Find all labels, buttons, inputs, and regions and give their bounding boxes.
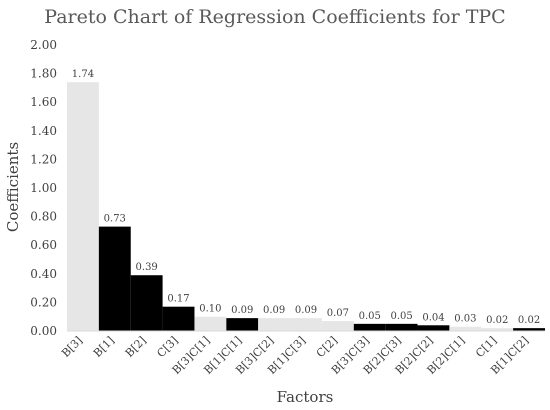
y-tick-label: 2.00 [30,38,57,52]
bar [226,318,259,331]
y-tick-label: 1.20 [30,152,57,166]
y-tick-label: 0.80 [30,210,57,224]
data-label: 0.09 [295,305,317,316]
y-tick-label: 1.00 [30,181,57,195]
x-tick-label: C[2] [314,334,340,360]
y-axis-label: Coefficients [4,142,22,232]
chart-title: Pareto Chart of Regression Coefficients … [44,6,505,28]
bar [513,328,545,331]
bar [67,82,99,332]
x-tick-label: B[2] [123,334,149,360]
bars [67,82,545,332]
data-label: 0.17 [167,294,189,305]
bar [290,318,322,331]
bar [385,323,418,331]
data-label: 0.09 [263,305,285,316]
data-label: 1.74 [72,69,94,80]
x-axis-label: Factors [277,388,334,406]
data-label: 0.05 [359,311,381,322]
bar [162,306,195,331]
y-axis-ticks: 0.00 0.20 0.40 0.60 0.80 1.00 1.20 1.40 1.60 1.80… [30,38,57,338]
x-tick-label: C[1] [473,334,499,360]
data-label: 0.09 [231,305,253,316]
y-tick-label: 1.60 [30,95,57,109]
y-tick-label: 0.00 [30,324,57,338]
y-tick-label: 1.80 [30,67,57,81]
x-tick-label: B[1] [91,334,117,360]
bar [194,316,227,331]
data-label: 0.02 [518,315,540,326]
bar [258,318,291,331]
bar [130,275,163,331]
data-label: 0.73 [104,214,126,225]
bar [417,325,450,331]
bar [98,226,131,331]
bar [481,328,514,331]
data-label: 0.10 [199,304,221,315]
data-label: 0.39 [136,262,158,273]
data-label: 0.04 [422,312,444,323]
bar [449,326,482,331]
data-label: 0.02 [486,315,508,326]
y-tick-label: 0.40 [30,267,57,281]
data-label: 0.03 [454,314,476,325]
x-tick-label: C[3] [154,334,180,360]
bar [321,320,354,331]
x-axis-ticks: B[3] B[1] B[2] C[3]B[3]C[1]B[1]C[1]B[3]C[2]… [59,334,531,377]
x-tick-label: B[3] [59,334,85,360]
y-tick-label: 0.20 [30,295,57,309]
data-label: 0.05 [390,311,412,322]
data-label: 0.07 [327,308,349,319]
data-labels: 1.74 0.73 0.39 0.17 0.10 0.09 0.09 0.09 0.07 0.05… [72,69,540,326]
y-tick-label: 1.40 [30,124,57,138]
bar [353,323,386,331]
y-tick-label: 0.60 [30,238,57,252]
